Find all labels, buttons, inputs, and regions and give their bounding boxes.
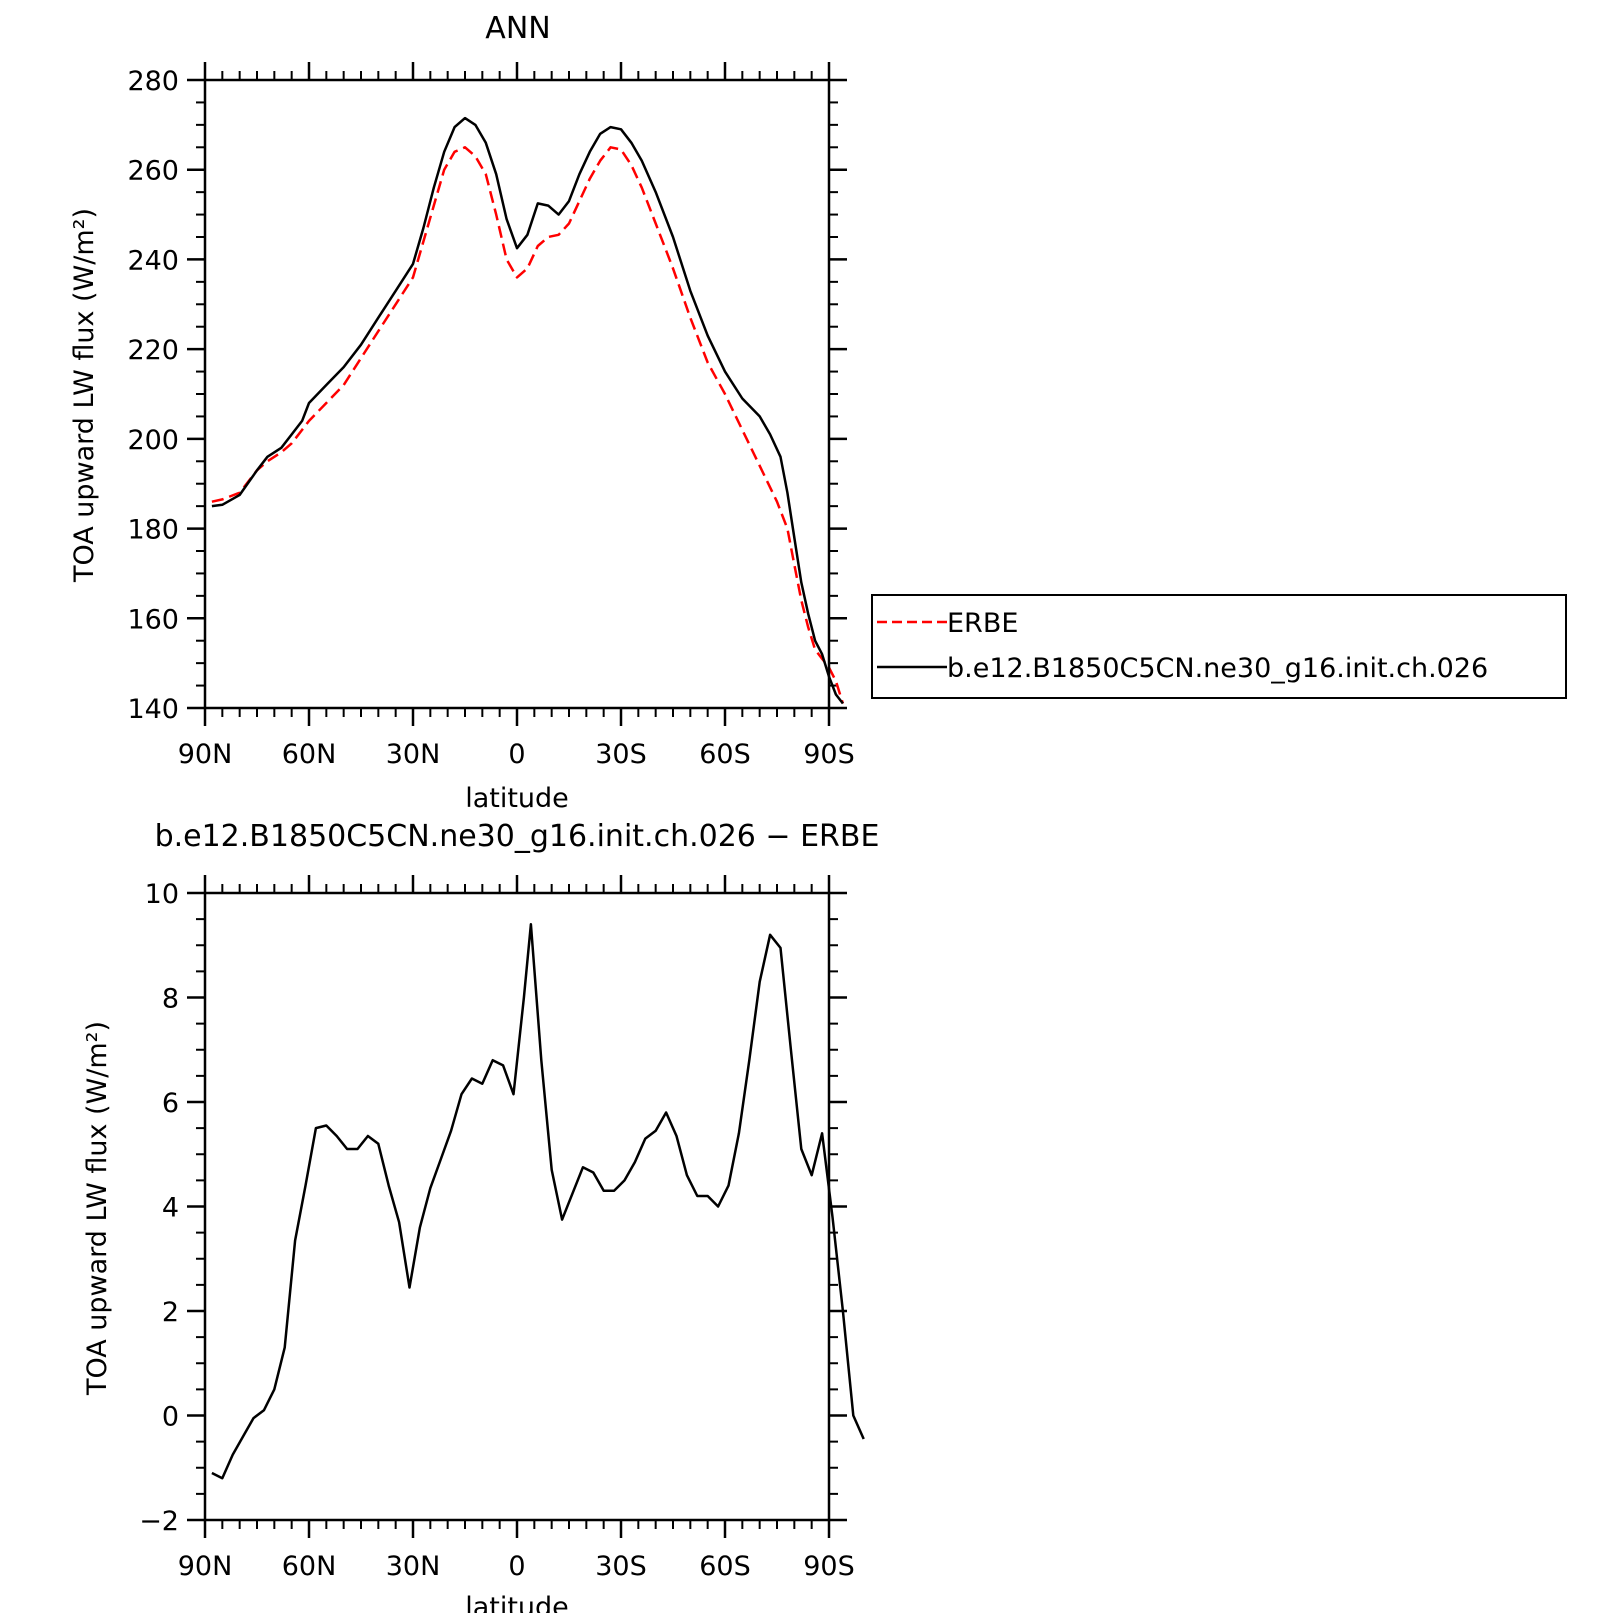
bottom-xtick-label: 60S — [699, 1551, 751, 1582]
top-panel: ANN TOA upward LW flux (W/m²) 140 160 180 2… — [69, 11, 1567, 814]
top-ytick-label: 220 — [127, 335, 179, 366]
top-ytick-label: 280 — [127, 66, 179, 97]
bottom-panel: b.e12.B1850C5CN.ne30_g16.init.ch.026 − E… — [82, 819, 879, 1613]
top-series-line-0 — [211, 146, 845, 704]
top-ytick-label: 240 — [127, 245, 179, 276]
legend-box — [871, 594, 1567, 699]
top-ylabel: TOA upward LW flux (W/m²) — [69, 208, 100, 583]
top-xtick-label: 90S — [803, 739, 855, 770]
top-ytick-label: 200 — [127, 425, 179, 456]
top-ytick-label: 260 — [127, 156, 179, 187]
top-xlabel: latitude — [465, 783, 569, 814]
bottom-ytick-label: 2 — [162, 1297, 179, 1328]
bottom-ytick-label: 6 — [162, 1088, 179, 1119]
top-title: ANN — [485, 11, 550, 46]
bottom-ytick-label: 10 — [145, 879, 179, 910]
bottom-xtick-label: 60N — [282, 1551, 337, 1582]
top-series-line-1 — [211, 116, 844, 705]
bottom-series-line-0 — [211, 923, 865, 1480]
bottom-xtick-label: 90N — [178, 1551, 233, 1582]
bottom-xtick-label: 30S — [595, 1551, 647, 1582]
bottom-ytick-label: 8 — [162, 984, 179, 1015]
bottom-ytick-label: 0 — [162, 1402, 179, 1433]
top-ytick-label: 160 — [127, 604, 179, 635]
top-ytick-label: 180 — [127, 515, 179, 546]
bottom-ytick-label: 4 — [162, 1193, 179, 1224]
bottom-title: b.e12.B1850C5CN.ne30_g16.init.ch.026 − E… — [155, 819, 880, 854]
bottom-plot-frame — [203, 891, 831, 1522]
legend: ERBE b.e12.B1850C5CN.ne30_g16.init.ch.02… — [871, 594, 1567, 699]
top-plot-frame — [203, 78, 831, 710]
bottom-ytick-label: −2 — [139, 1506, 179, 1537]
bottom-xtick-label: 0 — [508, 1551, 525, 1582]
top-xtick-label: 30N — [386, 739, 441, 770]
bottom-xlabel: latitude — [465, 1592, 569, 1613]
top-xtick-label: 60S — [699, 739, 751, 770]
legend-erbe-label: ERBE — [947, 608, 1018, 639]
top-xtick-label: 0 — [508, 739, 525, 770]
top-xtick-label: 90N — [178, 739, 233, 770]
bottom-xtick-label: 90S — [803, 1551, 855, 1582]
bottom-ylabel: TOA upward LW flux (W/m²) — [82, 1021, 113, 1396]
top-xtick-label: 60N — [282, 739, 337, 770]
legend-model-label: b.e12.B1850C5CN.ne30_g16.init.ch.026 — [947, 653, 1488, 684]
bottom-xtick-label: 30N — [386, 1551, 441, 1582]
top-plot-area: 140 160 180 200 220 240 260 280 90N 60N 30N 0 30S 60S… — [127, 62, 855, 770]
top-xtick-label: 30S — [595, 739, 647, 770]
bottom-plot-area: −2 0 2 4 6 8 10 90N 60N 30N 0 30S 60S 90S — [139, 875, 865, 1582]
top-ytick-label: 140 — [127, 694, 179, 725]
